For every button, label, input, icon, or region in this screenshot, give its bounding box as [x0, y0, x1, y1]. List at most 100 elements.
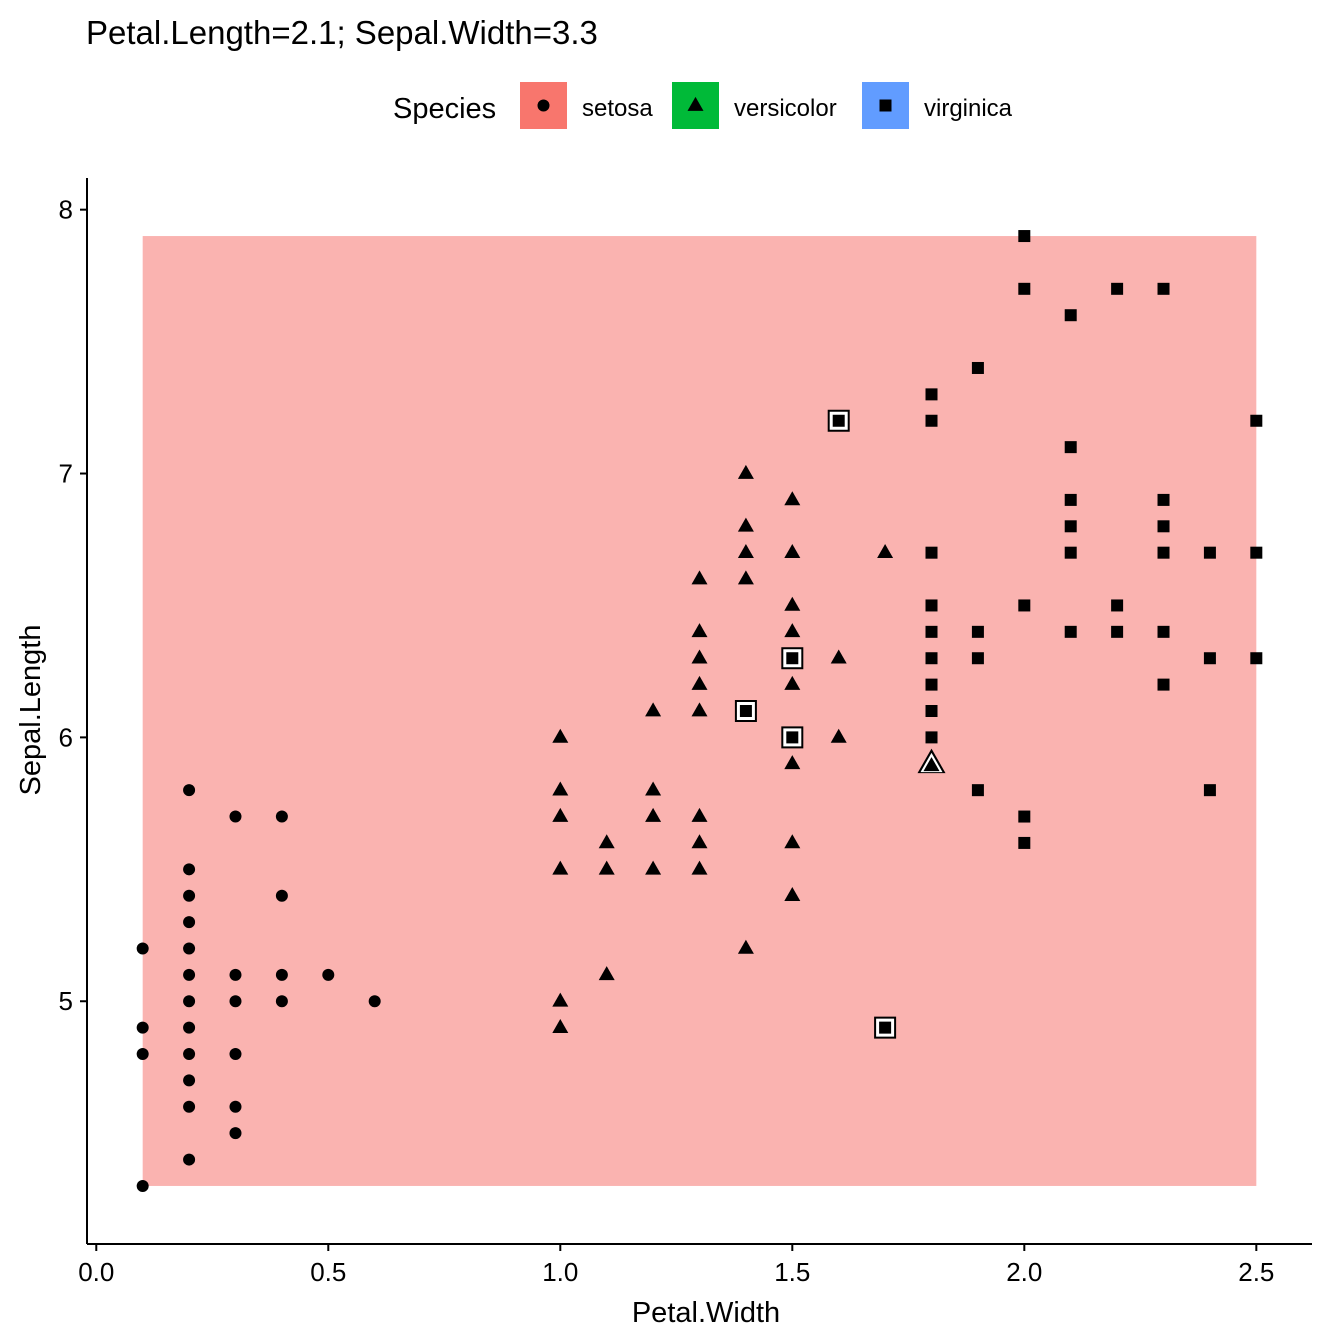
data-point-virginica [1250, 546, 1263, 559]
data-point-virginica [1064, 441, 1077, 454]
legend-marker-virginica [879, 99, 892, 112]
data-point-setosa [183, 784, 196, 797]
data-point-versicolor [737, 570, 754, 585]
data-point-versicolor [737, 464, 754, 479]
data-point-setosa [183, 968, 196, 981]
data-point-versicolor [691, 860, 708, 875]
data-point-virginica [971, 784, 984, 797]
data-point-setosa [183, 995, 196, 1008]
data-point-versicolor [691, 834, 708, 849]
data-point-versicolor [691, 675, 708, 690]
data-point-virginica [1203, 784, 1216, 797]
data-point-setosa [275, 889, 288, 902]
data-point-virginica [1157, 282, 1170, 295]
highlight-point-versicolor [923, 757, 940, 772]
data-point-versicolor [552, 728, 569, 743]
highlighted-points-layer [734, 409, 946, 1039]
data-point-versicolor [552, 807, 569, 822]
data-point-versicolor [784, 887, 801, 902]
data-point-versicolor [784, 755, 801, 770]
data-point-versicolor [737, 939, 754, 954]
data-point-virginica [925, 652, 938, 665]
data-point-virginica [1018, 599, 1031, 612]
data-point-versicolor [598, 966, 615, 981]
data-point-versicolor [552, 781, 569, 796]
data-point-setosa [275, 995, 288, 1008]
y-tick-label: 8 [59, 195, 73, 225]
data-point-versicolor [784, 596, 801, 611]
data-point-setosa [229, 1127, 242, 1140]
data-point-virginica [1064, 625, 1077, 638]
data-point-setosa [183, 1074, 196, 1087]
data-point-virginica [925, 388, 938, 401]
x-tick-label: 1.0 [542, 1257, 578, 1287]
data-point-setosa [136, 1048, 149, 1061]
data-point-versicolor [598, 834, 615, 849]
chart-title: Petal.Length=2.1; Sepal.Width=3.3 [86, 14, 598, 51]
x-tick-label: 0.5 [310, 1257, 346, 1287]
data-point-versicolor [877, 544, 894, 559]
data-point-versicolor [691, 623, 708, 638]
data-point-versicolor [830, 649, 847, 664]
legend-marker-versicolor [687, 96, 704, 111]
highlight-point-virginica [786, 731, 799, 744]
data-point-setosa [229, 1048, 242, 1061]
data-point-setosa [183, 889, 196, 902]
data-point-virginica [971, 625, 984, 638]
legend: Species setosa versicolor virginica [393, 82, 1013, 129]
data-point-virginica [1157, 493, 1170, 506]
data-point-setosa [136, 942, 149, 955]
data-point-virginica [1064, 546, 1077, 559]
data-point-versicolor [737, 517, 754, 532]
data-point-virginica [1018, 230, 1031, 243]
data-point-versicolor [691, 807, 708, 822]
data-point-virginica [925, 599, 938, 612]
data-point-virginica [1064, 493, 1077, 506]
data-point-setosa [183, 916, 196, 929]
data-point-virginica [971, 652, 984, 665]
data-point-versicolor [552, 860, 569, 875]
data-point-virginica [1203, 546, 1216, 559]
data-point-virginica [1157, 625, 1170, 638]
data-point-virginica [925, 625, 938, 638]
data-point-virginica [1018, 282, 1031, 295]
x-tick-label: 0.0 [78, 1257, 114, 1287]
data-point-versicolor [691, 702, 708, 717]
data-point-virginica [925, 705, 938, 717]
points-layer [136, 230, 1263, 1192]
data-point-setosa [183, 1021, 196, 1034]
data-point-virginica [925, 414, 938, 427]
legend-label-versicolor: versicolor [734, 95, 837, 122]
data-point-versicolor [784, 675, 801, 690]
data-point-virginica [925, 546, 938, 559]
highlight-point-virginica [786, 652, 799, 665]
y-tick-label: 5 [59, 986, 73, 1016]
x-tick-label: 2.5 [1238, 1257, 1274, 1287]
data-point-setosa [183, 863, 196, 876]
data-point-virginica [1157, 520, 1170, 533]
data-point-virginica [971, 361, 984, 374]
data-point-setosa [183, 1153, 196, 1166]
data-point-versicolor [784, 834, 801, 849]
data-point-versicolor [737, 544, 754, 559]
data-point-virginica [1018, 810, 1031, 823]
data-point-versicolor [830, 728, 847, 743]
data-point-setosa [368, 995, 381, 1008]
data-point-versicolor [552, 992, 569, 1007]
data-point-versicolor [645, 702, 662, 717]
data-point-versicolor [784, 491, 801, 506]
data-point-setosa [229, 968, 242, 981]
data-point-setosa [136, 1021, 149, 1034]
data-point-versicolor [552, 1018, 569, 1033]
data-point-versicolor [691, 570, 708, 585]
data-point-setosa [229, 810, 242, 823]
y-tick-label: 6 [59, 722, 73, 752]
axes: 0.0 0.5 1.0 1.5 2.0 2.5 5 6 7 8 [59, 178, 1312, 1287]
data-point-versicolor [645, 781, 662, 796]
y-axis-title: Sepal.Length [15, 625, 47, 796]
data-point-setosa [322, 968, 335, 981]
data-point-virginica [1064, 520, 1077, 533]
data-point-setosa [183, 942, 196, 955]
data-point-virginica [1018, 836, 1031, 849]
